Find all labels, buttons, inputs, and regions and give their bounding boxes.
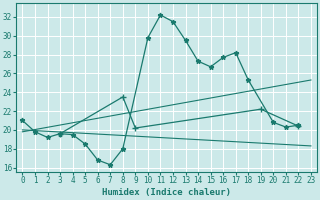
X-axis label: Humidex (Indice chaleur): Humidex (Indice chaleur)	[102, 188, 231, 197]
